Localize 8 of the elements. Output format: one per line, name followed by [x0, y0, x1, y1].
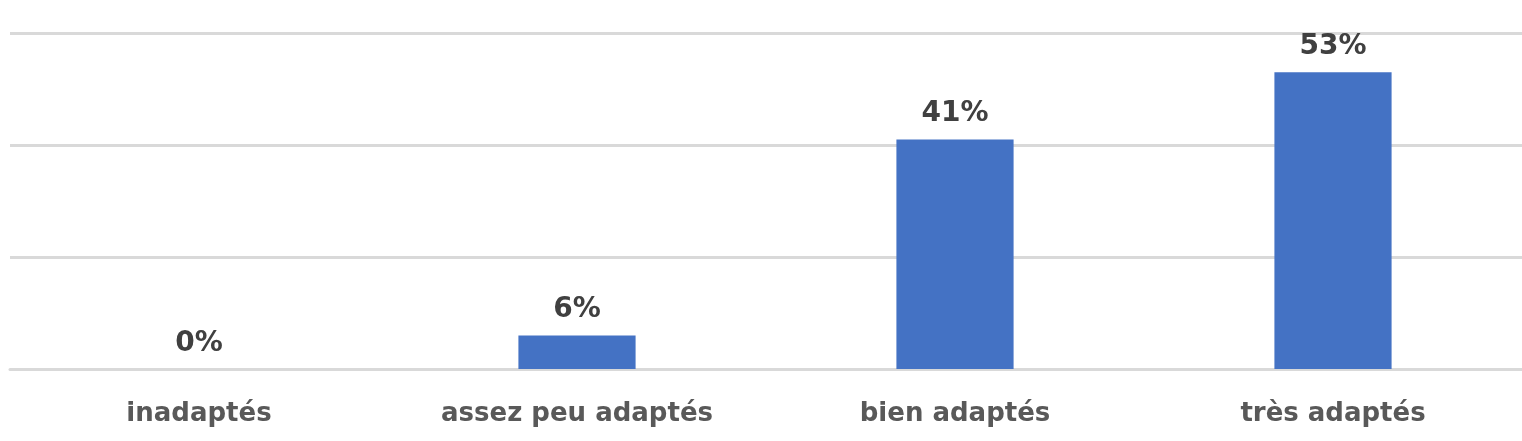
x-tick-label: bien adaptés — [859, 397, 1051, 427]
x-tick-label: inadaptés — [126, 397, 272, 427]
x-tick-label: très adaptés — [1240, 397, 1426, 427]
x-tick-label: assez peu adaptés — [441, 397, 713, 427]
data-label: 6% — [553, 290, 601, 324]
data-label: 0% — [175, 324, 223, 358]
data-label: 41% — [921, 94, 989, 128]
data-label: 53% — [1299, 27, 1367, 61]
